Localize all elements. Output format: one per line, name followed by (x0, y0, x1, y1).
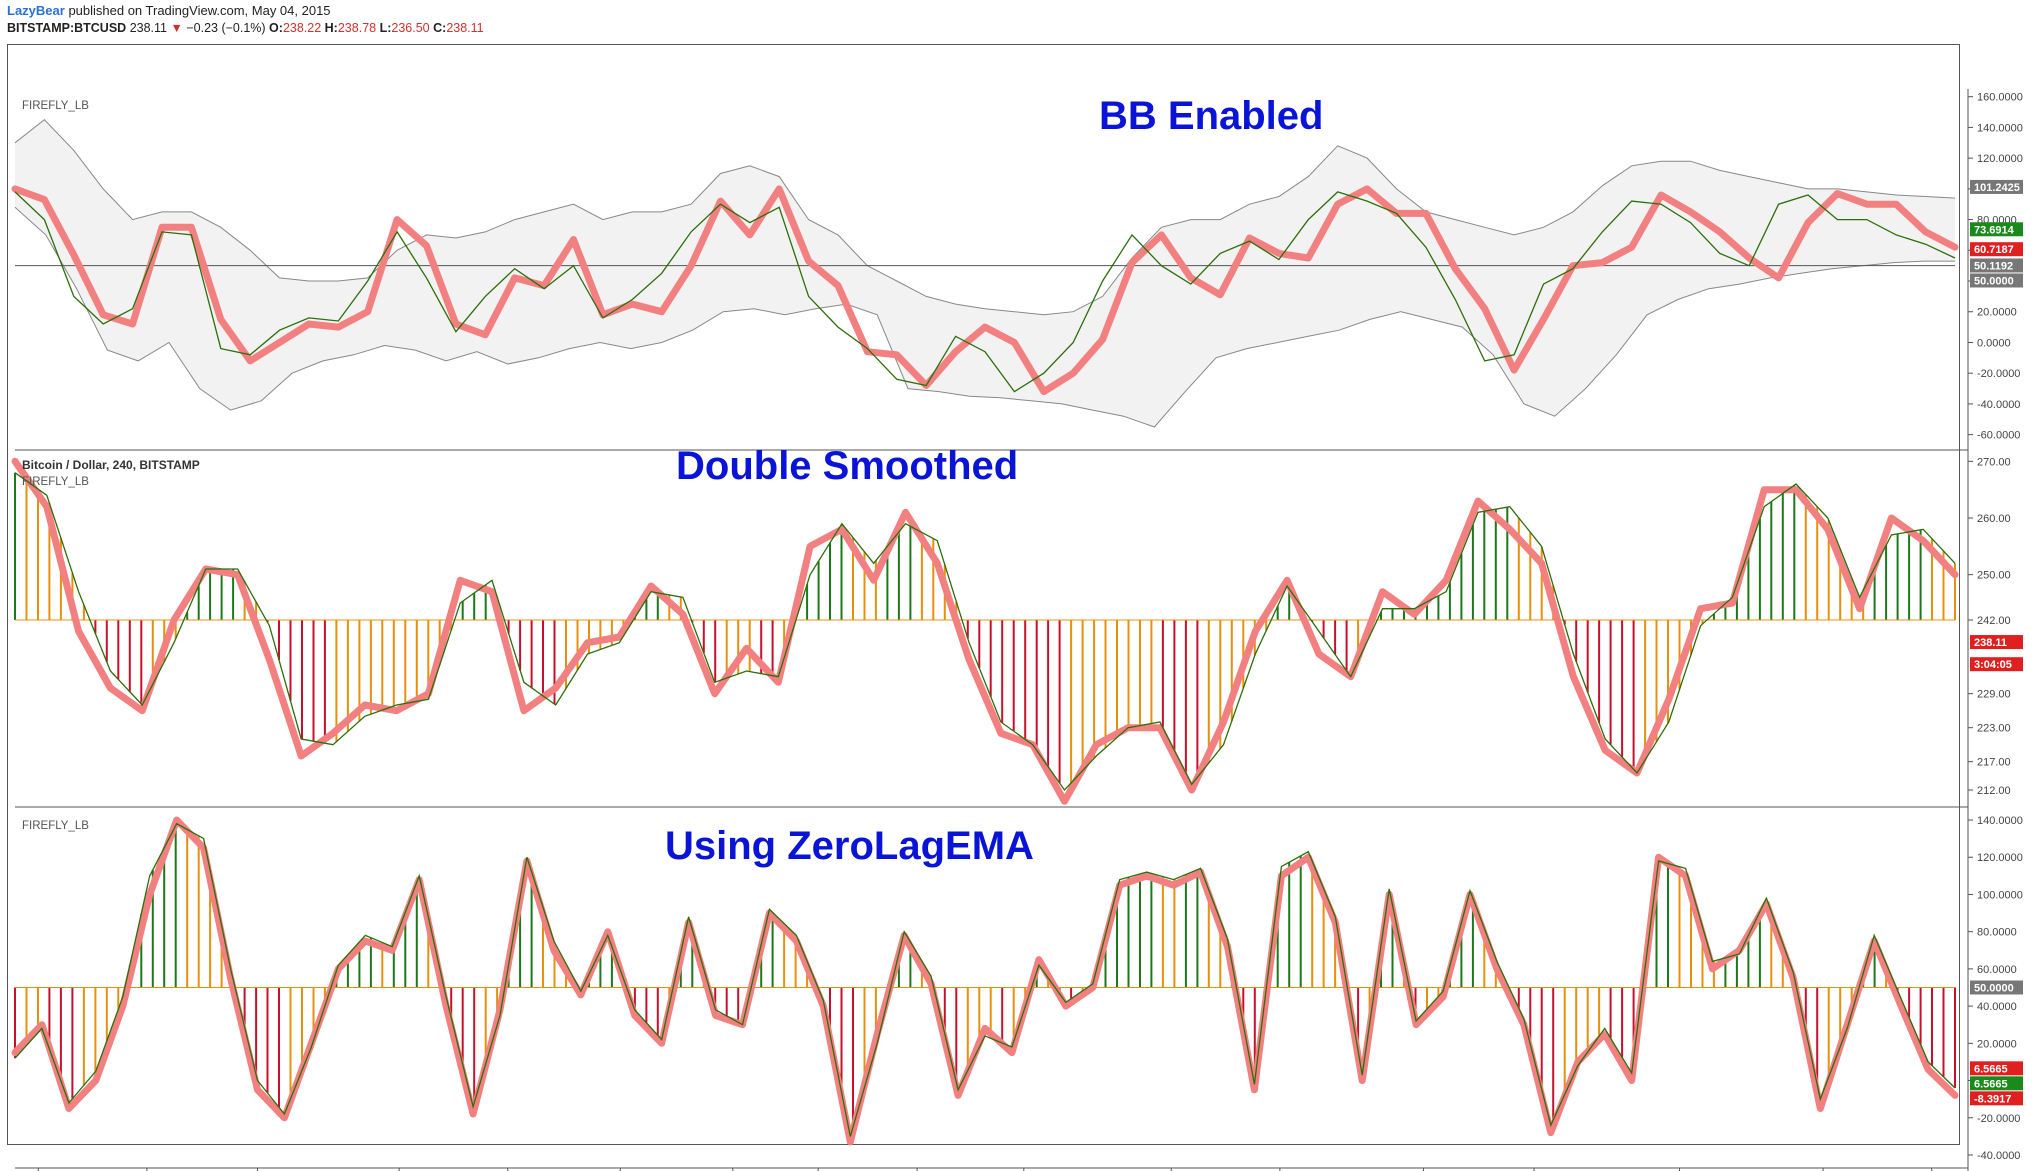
y-tick-label: 80.0000 (1977, 927, 2017, 939)
pane1-indicator-label: FIREFLY_LB (22, 100, 89, 112)
price-badge-text: -8.3917 (1974, 1093, 2011, 1105)
close-label: C: (433, 21, 447, 35)
low-label: L: (379, 21, 392, 35)
down-arrow-icon: ▼ (170, 21, 183, 35)
y-tick-label: 229.00 (1977, 689, 2011, 701)
pane2-title: Double Smoothed (676, 444, 1018, 488)
price-badge-text: 6.5665 (1974, 1078, 2008, 1090)
open-value: 238.22 (282, 21, 322, 35)
chart-area[interactable]: FIREFLY_LB BB Enabled Bitcoin / Dollar, … (7, 44, 2023, 1171)
y-tick-label: 160.0000 (1977, 92, 2023, 104)
price-badge (1970, 273, 2023, 288)
pane-double-smoothed[interactable] (11, 457, 1959, 805)
price-badge (1970, 222, 2023, 237)
open-label: O: (269, 21, 283, 35)
y-tick-label: -40.0000 (1977, 399, 2020, 411)
symbol-name[interactable]: BITSTAMP:BTCUSD (7, 21, 127, 35)
price-badge (1970, 1076, 2023, 1091)
signal-line (11, 185, 1959, 396)
price-badge (1970, 242, 2023, 257)
pane2-symbol-label: Bitcoin / Dollar, 240, BITSTAMP (22, 458, 200, 472)
y-tick-label: 270.00 (1977, 456, 2011, 468)
close-value: 238.11 (446, 21, 484, 35)
chart-header: LazyBear published on TradingView.com, M… (0, 0, 2037, 40)
pane-zerolag-ema[interactable] (11, 816, 1959, 1146)
y-tick-label: -60.0000 (1977, 430, 2020, 442)
high-label: H: (324, 21, 338, 35)
signal-line (11, 457, 1959, 805)
price-badge (1970, 179, 2023, 194)
y-tick-label: 217.00 (1977, 757, 2011, 769)
high-value: 238.78 (337, 21, 377, 35)
price-badge-text: 50.0000 (1974, 275, 2014, 287)
price-badge (1970, 1061, 2023, 1076)
signal-line (11, 816, 1959, 1146)
y-tick-label: 260.00 (1977, 513, 2011, 525)
price-badge-text: 3:04:05 (1974, 659, 2012, 671)
publish-info: LazyBear published on TradingView.com, M… (7, 3, 331, 18)
pane2-indicator-label: FIREFLY_LB (22, 476, 89, 488)
price-badge-text: 101.2425 (1974, 182, 2020, 194)
oscillator-line (14, 472, 1956, 792)
price-badge (1970, 258, 2023, 273)
published-text: published on TradingView.com, May 04, 20… (68, 3, 331, 18)
price-badge-text: 60.7187 (1974, 244, 2014, 256)
upper-band-line (14, 119, 1956, 316)
y-tick-label: -20.0000 (1977, 1113, 2020, 1125)
y-tick-label: 20.0000 (1977, 307, 2017, 319)
author-link[interactable]: LazyBear (7, 3, 65, 18)
bollinger-band-fill (15, 119, 1955, 427)
price-badge-text: 238.11 (1974, 637, 2007, 649)
y-tick-label: 250.00 (1977, 570, 2011, 582)
low-value: 236.50 (391, 21, 430, 35)
pane1-title: BB Enabled (1099, 94, 1323, 138)
y-tick-label: 242.00 (1977, 615, 2011, 627)
y-tick-label: 40.0000 (1977, 1001, 2017, 1013)
y-tick-label: 0.0000 (1977, 337, 2011, 349)
price-badge-text: 6.5665 (1974, 1063, 2008, 1075)
pane3-title: Using ZeroLagEMA (665, 824, 1034, 868)
oscillator-line (14, 822, 1956, 1137)
price-badges: 101.2425 73.6914 60.7187 50.1192 50.0000 238.… (1970, 179, 2023, 1106)
price-badge (1970, 1091, 2023, 1106)
oscillator-line (14, 191, 1956, 393)
price-badge-text: 50.0000 (1974, 983, 2014, 995)
y-tick-label: 20.0000 (1977, 1038, 2017, 1050)
pane3-indicator-label: FIREFLY_LB (22, 820, 89, 832)
y-tick-label: 140.0000 (1977, 815, 2023, 827)
y-tick-label: 212.00 (1977, 785, 2011, 797)
chart-canvas[interactable]: FIREFLY_LB BB Enabled Bitcoin / Dollar, … (8, 45, 2037, 1171)
price-change: −0.23 (−0.1%) (186, 21, 266, 35)
price-badge-text: 50.1192 (1974, 260, 2013, 272)
price-badge (1970, 657, 2023, 672)
y-tick-label: 120.0000 (1977, 153, 2023, 165)
pane-bb-enabled[interactable] (11, 119, 1959, 428)
price-badge (1970, 980, 2023, 995)
y-tick-label: -20.0000 (1977, 368, 2020, 380)
y-tick-label: 100.0000 (1977, 889, 2023, 901)
price-badge-text: 73.6914 (1974, 224, 2015, 236)
last-price: 238.11 (129, 21, 167, 35)
symbol-info: BITSTAMP:BTCUSD 238.11 ▼ −0.23 (−0.1%) O… (7, 21, 484, 35)
y-tick-label: -40.0000 (1977, 1150, 2020, 1162)
y-tick-label: 60.0000 (1977, 964, 2017, 976)
y-tick-label: 223.00 (1977, 723, 2011, 735)
price-badge (1970, 635, 2023, 650)
lower-band-line (14, 206, 1955, 428)
y-tick-label: 140.0000 (1977, 122, 2023, 134)
y-tick-label: 120.0000 (1977, 852, 2023, 864)
